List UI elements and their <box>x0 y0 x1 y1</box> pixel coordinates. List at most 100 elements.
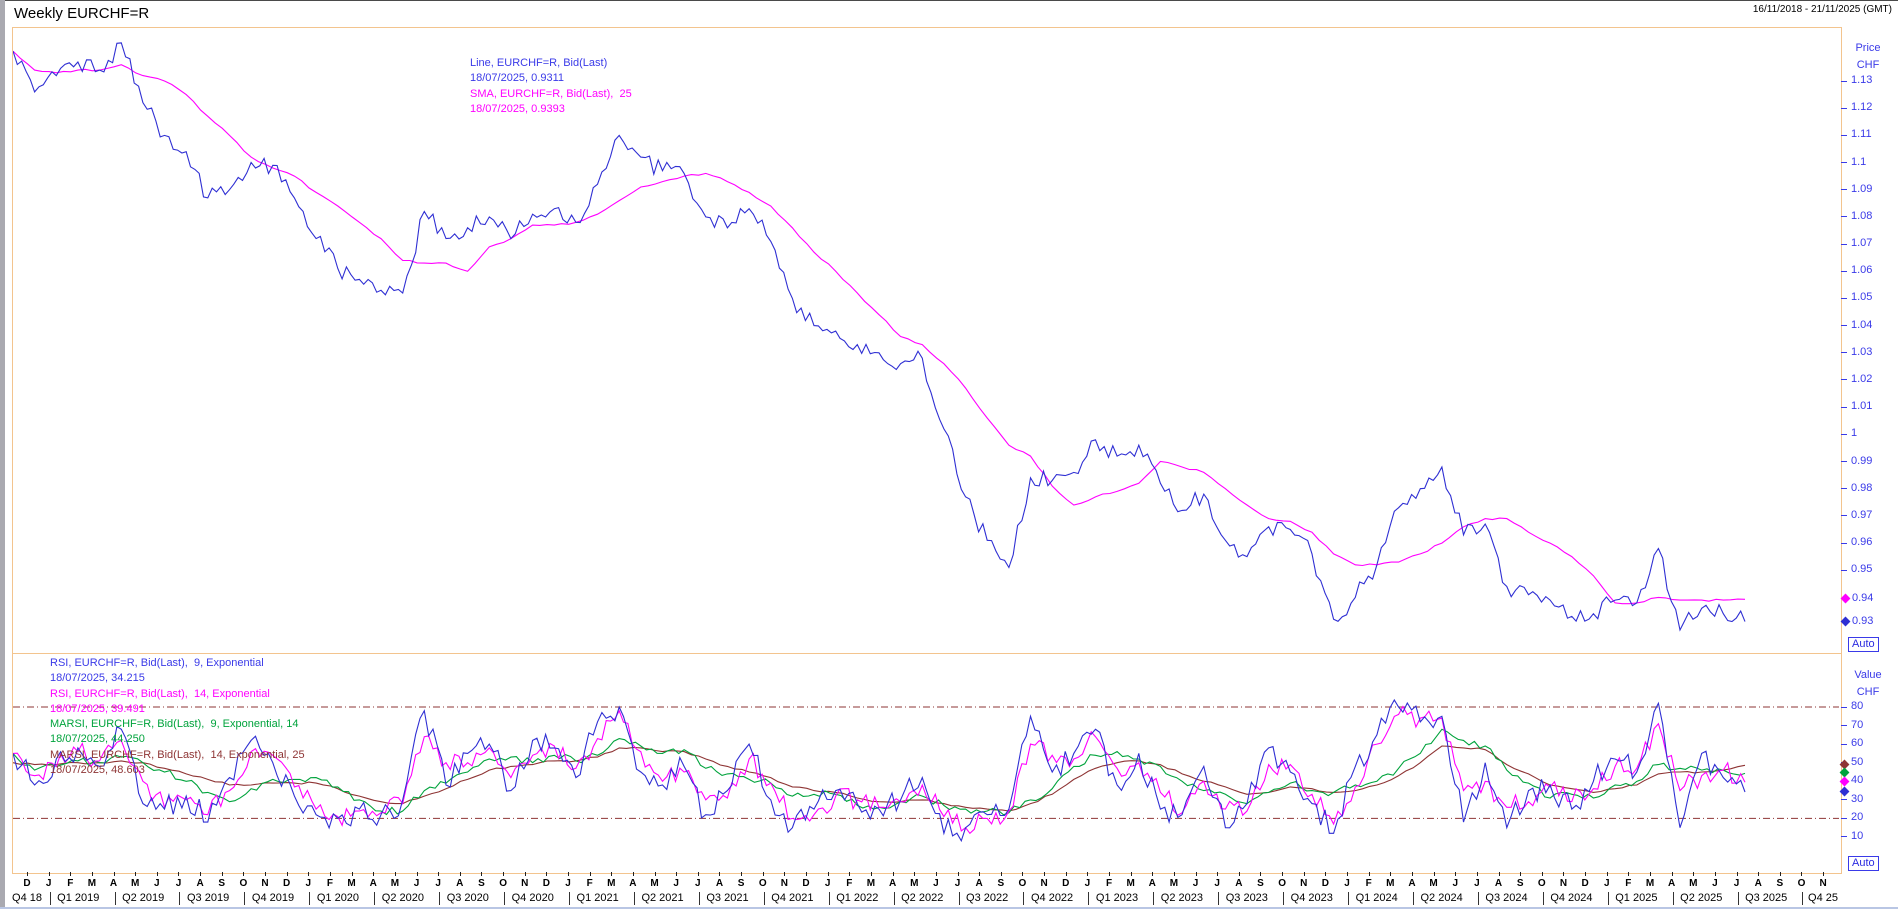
rsi-axis-unit: CHF <box>1856 686 1880 698</box>
time-axis-month-tick <box>1087 872 1089 876</box>
time-axis-month-label: J <box>1214 878 1220 889</box>
time-axis-quarter-separator <box>763 892 765 905</box>
price-axis-tick-label: 1.1 <box>1851 155 1867 168</box>
time-axis-month-tick <box>481 872 483 876</box>
time-axis-month-tick <box>654 872 656 876</box>
price-axis-tick-mark <box>1841 216 1847 218</box>
time-axis-quarter-label: Q4 2020 <box>511 892 554 904</box>
time-axis-month-tick <box>762 872 764 876</box>
price-chart-panel[interactable] <box>12 27 1842 655</box>
time-axis-month-label: J <box>673 878 679 889</box>
time-axis-month-tick <box>935 872 937 876</box>
time-axis-month-tick <box>48 872 50 876</box>
price-axis-tick-label: 1.11 <box>1851 128 1872 141</box>
price-axis-tick-mark <box>1841 461 1847 463</box>
price-axis-tick-label: 1.01 <box>1851 400 1873 413</box>
time-axis-month-label: A <box>196 878 204 889</box>
time-axis-quarter-label: Q4 2023 <box>1290 892 1333 904</box>
time-axis-month-tick <box>308 872 310 876</box>
time-axis-month-label: J <box>305 878 312 889</box>
rsi-chart-legend: RSI, EURCHF=R, Bid(Last), 9, Exponential… <box>50 656 305 778</box>
time-axis-month-label: D <box>1581 878 1589 889</box>
time-axis-month-tick <box>1520 872 1522 876</box>
price-axis-tick-mark <box>1841 542 1847 544</box>
time-axis-month-tick <box>784 872 786 876</box>
price-axis-auto-button[interactable]: Auto <box>1848 637 1879 652</box>
time-axis-quarter-label: Q4 2019 <box>251 892 295 904</box>
time-axis-month-tick <box>1606 872 1608 876</box>
rsi-legend-line: RSI, EURCHF=R, Bid(Last), 14, Exponentia… <box>50 687 270 700</box>
time-axis-quarter-label: Q2 2025 <box>1680 892 1723 904</box>
price-marker-label: 0.94 <box>1852 592 1874 605</box>
price-axis-tick-mark <box>1841 488 1847 490</box>
rsi-legend-line: 18/07/2025, 48.603 <box>50 764 145 777</box>
price-legend-line: SMA, EURCHF=R, Bid(Last), 25 <box>470 87 632 100</box>
time-axis-quarter-label: Q1 2022 <box>836 892 879 904</box>
time-axis-month-tick <box>1130 872 1132 876</box>
time-axis-quarter-separator <box>179 892 181 905</box>
time-axis-month-tick <box>1823 872 1825 876</box>
price-axis-tick-mark <box>1841 433 1847 435</box>
time-axis-month-label: N <box>780 878 788 889</box>
price-axis-tick-label: 0.99 <box>1851 454 1873 467</box>
rsi-axis-tick-label: 40 <box>1851 774 1864 787</box>
price-legend-line: 18/07/2025, 0.9393 <box>470 102 565 115</box>
time-axis-quarter-separator <box>1153 892 1155 905</box>
time-axis-month-tick <box>892 872 894 876</box>
time-axis-month-tick <box>827 872 829 876</box>
time-axis-quarter-label: Q1 2024 <box>1355 892 1398 904</box>
time-axis-month-tick <box>1390 872 1392 876</box>
time-axis-month-label: A <box>1754 878 1762 889</box>
page-title: Weekly EURCHF=R <box>14 5 150 22</box>
window-bottom-edge <box>0 907 1898 909</box>
price-axis-tick-label: 1.03 <box>1851 345 1873 358</box>
time-axis-month-label: O <box>1797 878 1806 889</box>
time-axis-month-label: F <box>586 878 593 889</box>
price-marker-diamond <box>1840 616 1851 627</box>
time-axis-quarter-separator <box>1412 892 1414 905</box>
time-axis-month-label: S <box>737 878 745 889</box>
time-axis-month-tick <box>1693 872 1695 876</box>
rsi-axis-tick-label: 20 <box>1851 811 1864 824</box>
price-axis-tick-label: 1.05 <box>1851 291 1873 304</box>
time-axis-quarter-separator <box>309 892 311 905</box>
time-axis-month-tick <box>113 872 115 876</box>
time-axis-quarter-label: Q2 2020 <box>381 892 424 904</box>
time-axis-month-label: J <box>933 878 939 889</box>
price-axis-tick-mark <box>1841 134 1847 136</box>
time-axis-quarter-separator <box>1542 892 1544 905</box>
time-axis-month-tick <box>546 872 548 876</box>
time-axis-month-tick <box>27 872 28 876</box>
time-axis-month-tick <box>1779 872 1781 876</box>
price-axis-tick-mark <box>1841 162 1847 164</box>
rsi-axis-tick-label: 60 <box>1851 737 1864 750</box>
time-axis-auto-button[interactable]: Auto <box>1848 856 1879 871</box>
chart-series-line <box>13 745 1746 812</box>
rsi-axis-tick-label: 10 <box>1851 829 1864 842</box>
price-axis-tick-label: 0.96 <box>1851 536 1873 549</box>
price-chart-plot[interactable] <box>13 28 1839 652</box>
time-axis-month-label: N <box>1819 878 1827 889</box>
time-axis-quarter-separator <box>569 892 570 905</box>
rsi-chart-plot[interactable] <box>13 654 1839 871</box>
time-axis-month-label: N <box>261 878 269 889</box>
price-axis-tick-label: 1.08 <box>1851 209 1873 222</box>
rsi-legend-line: MARSI, EURCHF=R, Bid(Last), 9, Exponenti… <box>50 718 299 731</box>
time-axis-quarter-label: Q2 2023 <box>1160 892 1203 904</box>
time-axis-month-label: O <box>758 878 767 889</box>
price-axis-tick-mark <box>1841 80 1847 82</box>
time-axis-month-label: A <box>456 878 464 889</box>
price-axis-tick-mark <box>1841 569 1847 571</box>
time-axis-quarter-label: Q3 2025 <box>1745 892 1788 904</box>
chart-series-line <box>13 698 1746 843</box>
rsi-chart-panel[interactable] <box>12 653 1842 874</box>
time-axis-month-tick <box>1303 872 1305 876</box>
price-axis-tick-label: 0.95 <box>1851 563 1873 576</box>
chart-series-line <box>13 50 1746 605</box>
price-axis-tick-label: 1.06 <box>1851 264 1873 277</box>
time-axis-month-label: A <box>888 878 897 889</box>
time-axis-month-tick <box>135 872 137 876</box>
time-axis-month-label: J <box>413 878 420 889</box>
time-axis-quarter-label: Q3 2019 <box>187 892 230 904</box>
price-axis-tick-mark <box>1841 406 1847 408</box>
